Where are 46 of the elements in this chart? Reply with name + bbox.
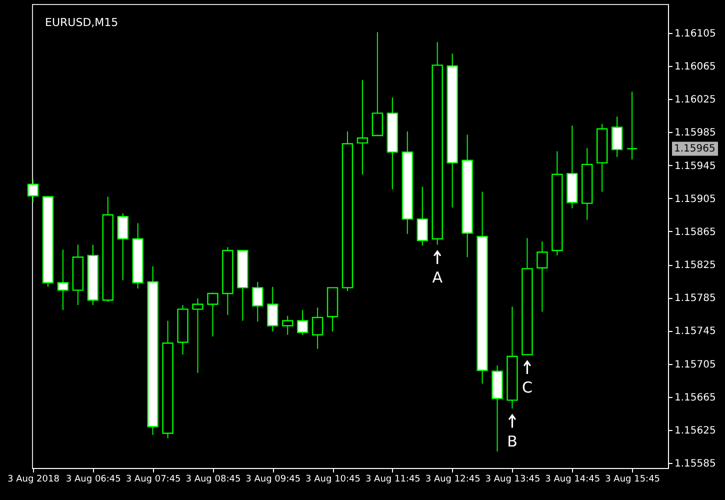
y-tick-label: 1.16025: [674, 94, 716, 106]
candlestick: [312, 307, 324, 350]
candlestick: [372, 32, 384, 136]
candlestick: [27, 178, 39, 204]
x-tick-label: 3 Aug 13:45: [485, 474, 540, 484]
y-tick-label: 1.15865: [674, 226, 716, 238]
y-tick-label: 1.15985: [674, 128, 716, 139]
x-tick-label: 3 Aug 06:45: [66, 474, 121, 484]
y-tick-label: 1.15945: [674, 160, 716, 172]
candlestick: [117, 212, 128, 281]
text: EURUSD,M15: [45, 16, 118, 29]
y-tick-label: 1.15665: [674, 392, 716, 404]
candlestick: [626, 91, 638, 160]
candlestick: [296, 310, 308, 336]
x-tick-label: 3 Aug 14:45: [545, 474, 600, 484]
x-tick-label: 3 Aug 15:45: [605, 474, 660, 484]
x-tick-label: 3 Aug 08:45: [186, 474, 241, 484]
x-tick-label: 3 Aug 10:45: [306, 474, 361, 484]
candlestick: [536, 240, 548, 312]
candlestick: [282, 315, 294, 336]
x-tick-label: 3 Aug 11:45: [365, 474, 420, 484]
x-tick-label: 3 Aug 2018: [8, 474, 60, 484]
y-tick-label: 1.15745: [674, 326, 716, 338]
y-tick-label: 1.15825: [674, 260, 716, 272]
y-tick-label: 1.15705: [674, 359, 716, 370]
annotation: A: [432, 268, 444, 287]
candlestick: [192, 298, 204, 374]
y-tick-label: 1.16065: [674, 62, 716, 73]
candlestick: [356, 80, 368, 175]
candlestick: [207, 292, 218, 337]
text: 1.15965: [674, 144, 716, 155]
candlestick: [611, 116, 623, 158]
y-tick-label: 1.15785: [674, 293, 716, 304]
annotation: C: [522, 378, 532, 397]
annotation: B: [507, 432, 518, 450]
y-tick-label: 1.16105: [674, 28, 716, 40]
x-tick-label: 3 Aug 12:45: [425, 474, 480, 484]
candlestick: [252, 281, 264, 322]
x-tick-label: 3 Aug 07:45: [126, 474, 181, 484]
y-tick-label: 1.15625: [674, 425, 716, 436]
x-tick-label: 3 Aug 09:45: [246, 474, 301, 484]
y-tick-label: 1.15905: [674, 194, 716, 205]
candlestick: [267, 286, 278, 332]
y-tick-label: 1.15585: [674, 458, 716, 470]
candlestick: [416, 186, 428, 246]
candlestick: [57, 249, 69, 311]
